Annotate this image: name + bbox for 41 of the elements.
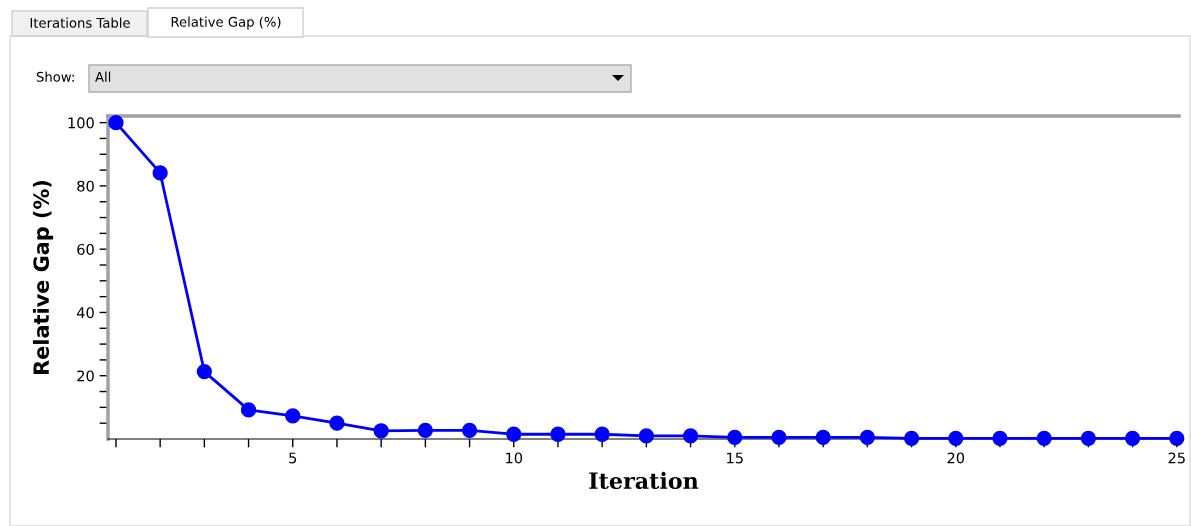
y-tick-label: 100 [68,117,94,129]
point [594,426,610,442]
y-axis-title: Relative Gap (%) [32,180,54,374]
point [638,428,655,444]
x-axis-title: Iteration [589,471,699,490]
text: Show: [36,71,74,82]
point [240,402,257,418]
x-tick-label: 25 [1168,452,1185,464]
y-tick-label: 80 [77,180,94,192]
point [285,408,301,424]
point [152,165,168,181]
point [948,430,964,447]
point [373,423,389,439]
point [196,363,212,380]
point [1036,430,1052,447]
point [329,415,345,431]
point [903,430,920,447]
x-tick-label: 5 [289,452,297,464]
point [992,430,1008,447]
point [461,422,478,439]
text: Iterations Table [30,17,130,28]
point [417,422,434,439]
point [727,429,743,446]
point [859,429,876,446]
x-tick-label: 15 [727,452,743,464]
point [815,429,831,446]
point [506,426,522,442]
point [108,115,124,131]
y-tick-label: 40 [76,307,94,319]
y-tick-label: 20 [77,370,94,382]
x-tick-label: 20 [947,452,965,464]
text: All [95,71,111,82]
point [550,426,566,442]
point [1169,430,1185,447]
point [771,429,787,446]
point [1124,430,1141,447]
text: Relative Gap (%) [171,16,281,30]
y-tick-label: 60 [77,243,94,255]
point [682,428,699,444]
x-tick-label: 10 [506,452,523,464]
point [1080,430,1097,447]
